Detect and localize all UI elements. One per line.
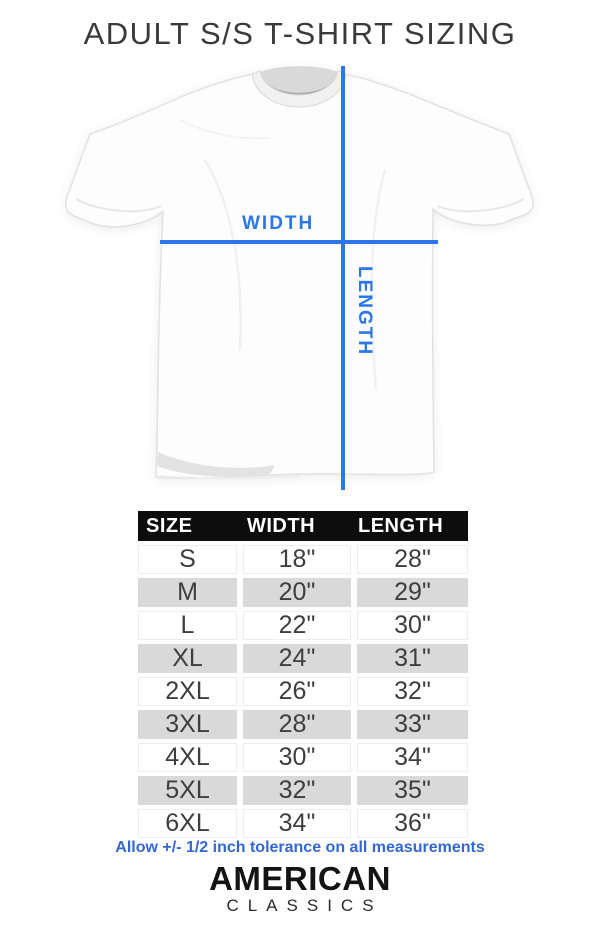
table-row: M 20" 29" [138,578,468,607]
size-cell: 4XL [138,743,237,772]
size-cell: 6XL [138,809,237,838]
width-label: WIDTH [242,213,315,234]
column-header-length: LENGTH [358,514,444,537]
column-header-size: SIZE [146,514,193,537]
size-cell: M [138,578,237,607]
length-label: LENGTH [354,266,375,357]
width-cell: 26" [243,677,351,706]
length-cell: 34" [357,743,468,772]
length-cell: 35" [357,776,468,805]
length-cell: 30" [357,611,468,640]
width-cell: 34" [243,809,351,838]
length-cell: 29" [357,578,468,607]
size-cell: 2XL [138,677,237,706]
table-row: 2XL 26" 32" [138,677,468,706]
tshirt-image [64,66,534,480]
table-row: 6XL 34" 36" [138,809,468,838]
width-cell: 18" [243,545,351,574]
size-cell: L [138,611,237,640]
table-row: XL 24" 31" [138,644,468,673]
brand-name-secondary: CLASSICS [226,896,383,915]
length-cell: 33" [357,710,468,739]
width-cell: 24" [243,644,351,673]
table-header-row: SIZE WIDTH LENGTH [138,511,468,541]
width-cell: 30" [243,743,351,772]
table-row: 5XL 32" 35" [138,776,468,805]
length-measure-line [341,66,345,490]
width-cell: 28" [243,710,351,739]
width-cell: 20" [243,578,351,607]
size-cell: 5XL [138,776,237,805]
length-cell: 31" [357,644,468,673]
length-cell: 28" [357,545,468,574]
table-row: S 18" 28" [138,545,468,574]
column-header-width: WIDTH [247,514,316,537]
tshirt-diagram: WIDTH LENGTH [64,66,534,490]
table-row: 3XL 28" 33" [138,710,468,739]
sizing-table: SIZE WIDTH LENGTH S 18" 28" M 20" 29" L … [138,511,468,838]
brand-logo: AMERICAN CLASSICS [0,860,600,916]
width-measure-line [160,240,438,244]
table-row: 4XL 30" 34" [138,743,468,772]
tolerance-note: Allow +/- 1/2 inch tolerance on all meas… [115,839,485,856]
size-cell: S [138,545,237,574]
brand-name-primary: AMERICAN [209,860,391,897]
table-row: L 22" 30" [138,611,468,640]
width-cell: 22" [243,611,351,640]
width-cell: 32" [243,776,351,805]
table-body: S 18" 28" M 20" 29" L 22" 30" XL 24" 31"… [138,545,468,838]
page-title: ADULT S/S T-SHIRT SIZING [83,16,517,51]
size-cell: 3XL [138,710,237,739]
length-cell: 36" [357,809,468,838]
size-cell: XL [138,644,237,673]
length-cell: 32" [357,677,468,706]
